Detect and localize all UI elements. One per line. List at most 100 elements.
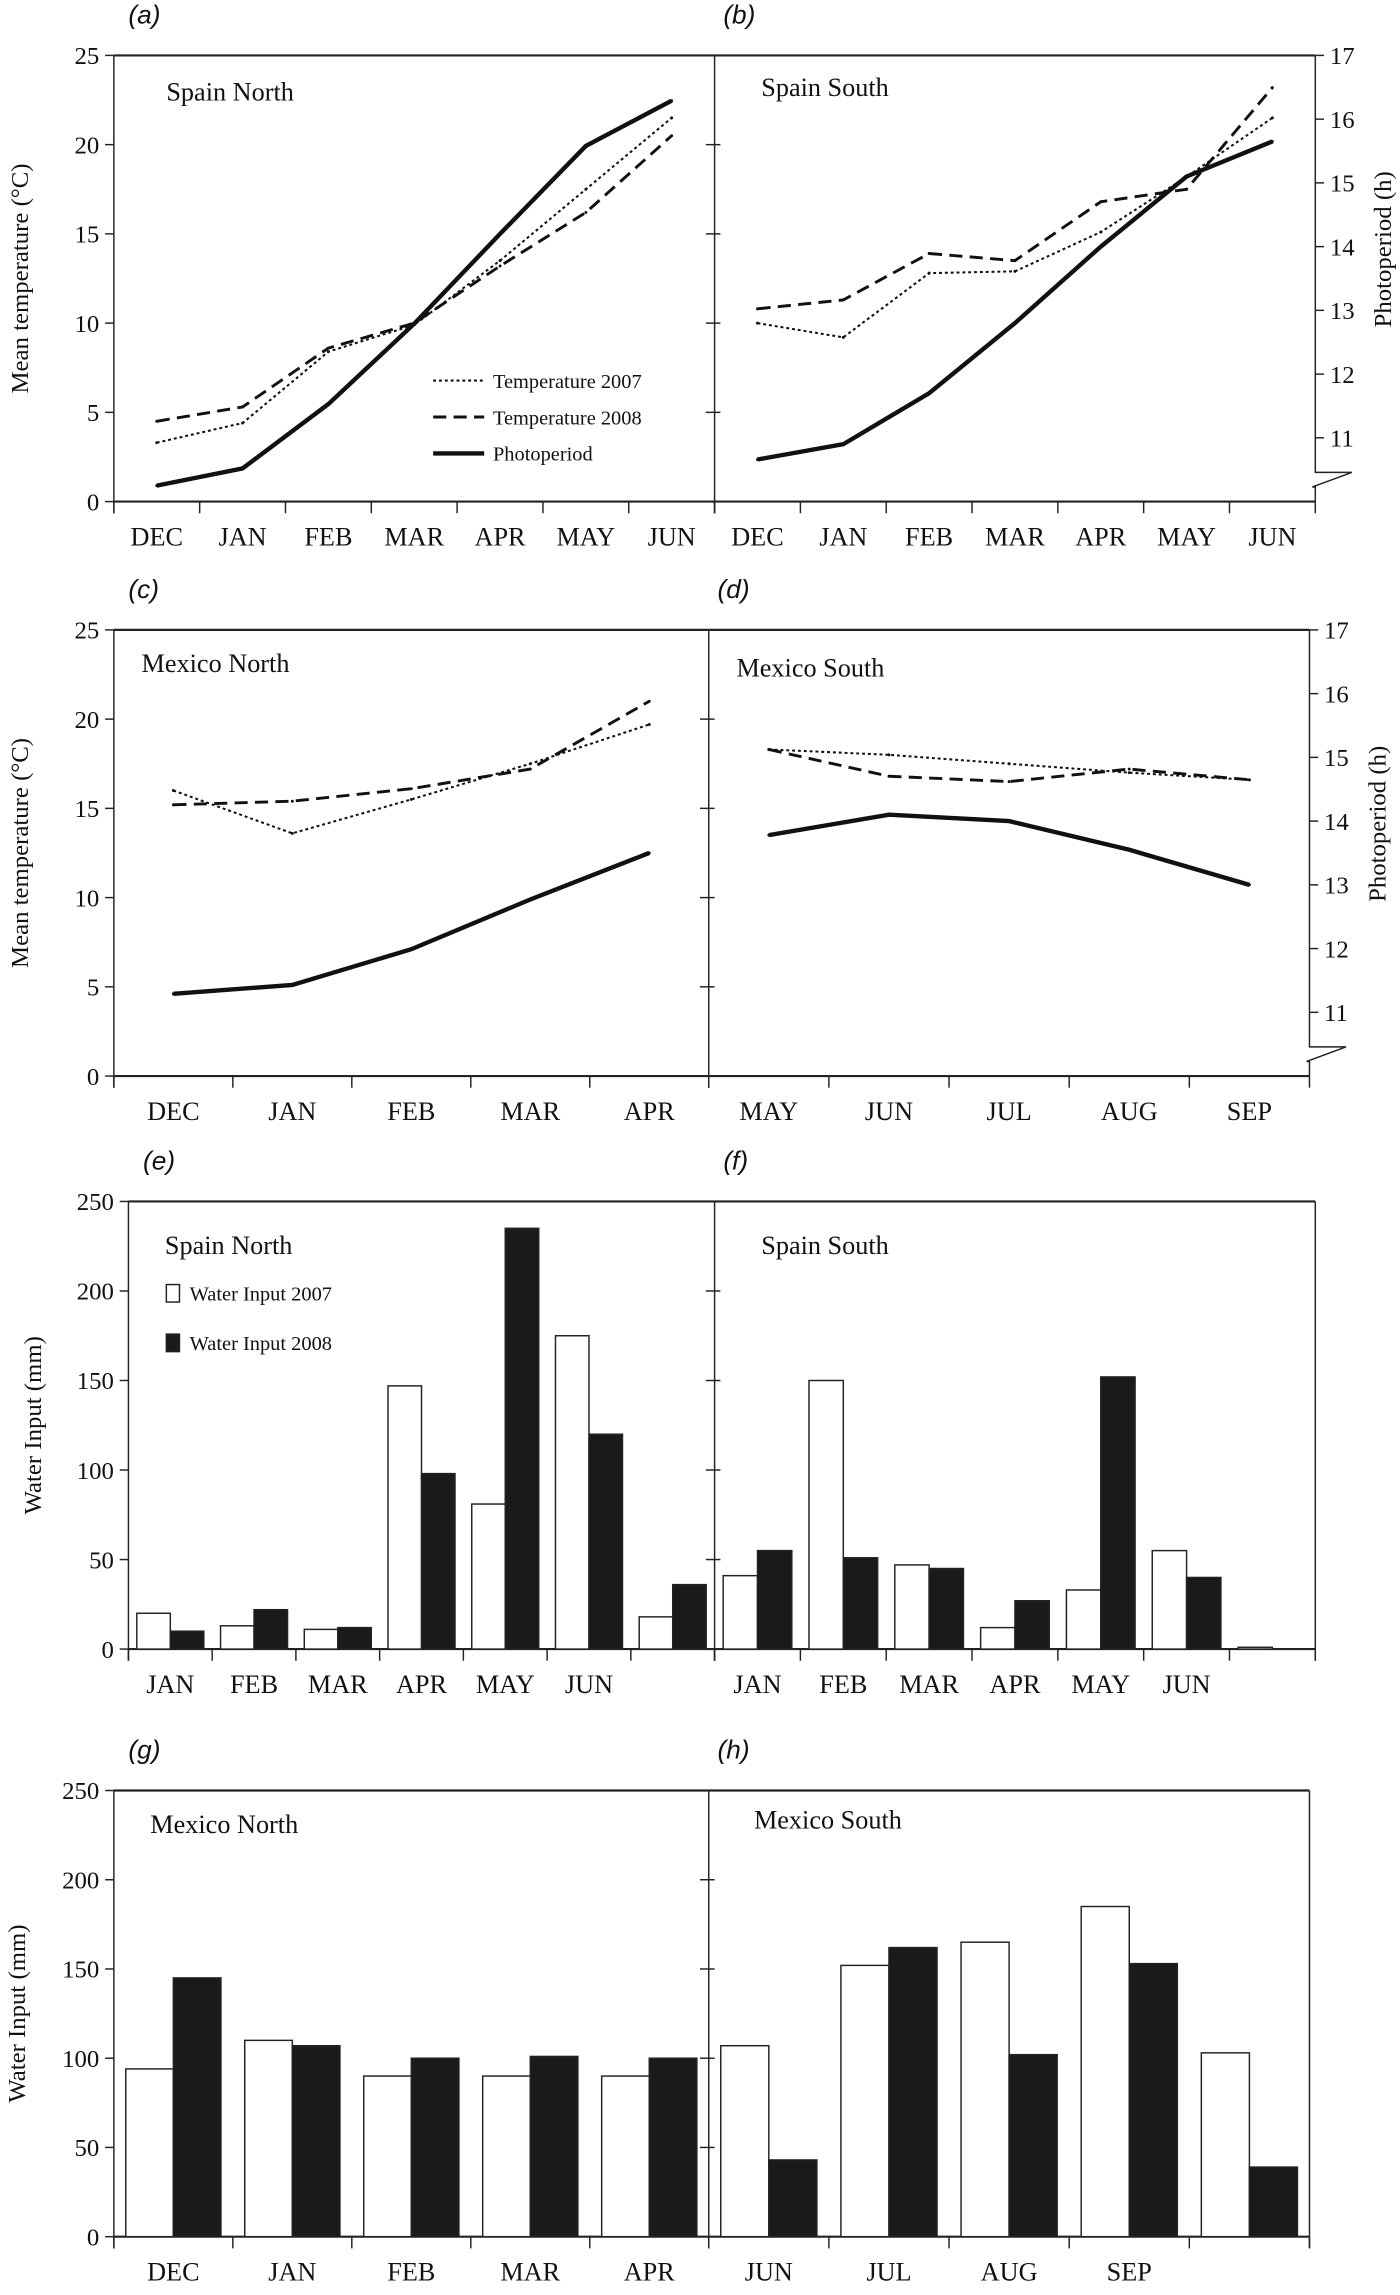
data-point [1099, 245, 1103, 249]
data-point [1013, 269, 1017, 273]
bar-water-input-2007 [960, 1941, 1010, 2238]
bar-water-input-2007 [600, 2075, 650, 2238]
data-point [155, 419, 159, 423]
data-point [1013, 259, 1017, 263]
y-tick-label: 0 [87, 2224, 99, 2251]
data-point [409, 947, 413, 951]
panel-label: (b) [723, 0, 755, 29]
x-tick-label: FEB [819, 1670, 867, 1699]
data-point [647, 723, 651, 726]
axis-break-icon [1306, 1035, 1347, 1077]
panel-title: Mexico South [754, 1805, 902, 1834]
panel-title: Mexico South [736, 654, 884, 683]
legend-swatch [165, 1333, 181, 1353]
data-point [584, 211, 588, 214]
data-point [584, 144, 588, 148]
bar-water-input-2007 [1080, 1905, 1130, 2238]
data-point [767, 833, 771, 837]
series-line-temperature-2007 [172, 723, 650, 835]
bar-water-input-2008 [1100, 1376, 1136, 1650]
bar-water-input-2007 [979, 1626, 1016, 1650]
y-tick-label: 15 [75, 222, 100, 249]
y-tick-label: 15 [75, 796, 100, 823]
y-tick-label: 5 [87, 400, 99, 427]
y-tick-label: 150 [77, 1368, 114, 1395]
y2-tick-label: 17 [1324, 618, 1349, 645]
data-point [887, 753, 891, 757]
y2-tick-label: 14 [1324, 809, 1349, 836]
x-tick-label: JUN [745, 2257, 793, 2286]
data-point [326, 402, 330, 406]
data-point [1099, 230, 1103, 234]
x-tick-label: JUL [987, 1097, 1032, 1126]
y-tick-label: 25 [75, 43, 100, 70]
data-point [1127, 767, 1131, 771]
x-tick-label: APR [1075, 522, 1127, 551]
data-point [887, 774, 891, 778]
y-tick-label: 5 [87, 975, 99, 1002]
bar-water-input-2007 [244, 2039, 294, 2238]
data-point [670, 116, 674, 120]
bar-water-input-2007 [362, 2075, 413, 2238]
bar-water-input-2007 [481, 2075, 532, 2238]
bar-water-input-2008 [410, 2057, 460, 2238]
data-point [241, 421, 245, 425]
series-line-temperature-2007 [156, 117, 673, 444]
data-point [927, 252, 931, 255]
panel-title: Spain North [166, 78, 294, 107]
x-tick-label: JAN [219, 522, 267, 551]
y-tick-label: 100 [77, 1458, 114, 1485]
y2-tick-label: 16 [1330, 107, 1355, 134]
data-point [1007, 762, 1011, 766]
x-tick-label: JUL [866, 2257, 911, 2286]
x-tick-label: MAY [739, 1097, 798, 1126]
data-point [756, 458, 759, 461]
bar-water-input-2008 [420, 1472, 456, 1650]
data-point [584, 187, 588, 191]
data-point [241, 466, 245, 470]
x-tick-label: APR [624, 1097, 676, 1126]
panel-title: Spain South [761, 73, 889, 102]
data-point [1270, 86, 1274, 89]
x-tick-label: MAR [500, 1097, 560, 1126]
y-tick-label: 10 [75, 311, 100, 338]
bar-water-input-2008 [842, 1557, 879, 1650]
data-point [1247, 883, 1251, 887]
y2-tick-label: 11 [1330, 426, 1354, 453]
x-tick-label: JUN [565, 1670, 613, 1699]
x-tick-label: APR [624, 2257, 676, 2286]
data-point [670, 99, 674, 103]
x-tick-label: JUN [648, 522, 696, 551]
data-point [1007, 819, 1011, 823]
bar-water-input-2007 [638, 1616, 674, 1650]
bar-water-input-2007 [303, 1628, 339, 1650]
series-line-photoperiod [768, 812, 1251, 887]
x-tick-label: APR [475, 522, 527, 551]
data-point [326, 350, 330, 354]
data-point [326, 346, 330, 350]
data-point [290, 799, 294, 803]
data-point [498, 264, 502, 268]
data-point [841, 442, 845, 446]
x-tick-label: MAR [384, 522, 444, 551]
x-tick-label: DEC [147, 1097, 199, 1126]
y2-axis-label: Photoperiod (h) [1370, 171, 1397, 327]
y-tick-label: 200 [62, 1867, 99, 1894]
y2-tick-label: 13 [1330, 298, 1355, 325]
data-point [155, 441, 159, 445]
bar-water-input-2007 [136, 1612, 172, 1650]
bar-water-input-2008 [169, 1630, 205, 1650]
data-point [1127, 771, 1131, 775]
bar-water-input-2008 [529, 2055, 579, 2238]
bar-water-input-2008 [928, 1567, 965, 1650]
x-tick-label: MAR [899, 1670, 959, 1699]
data-point [1270, 116, 1274, 120]
bar-water-input-2008 [1248, 2166, 1299, 2238]
y-tick-label: 100 [62, 2046, 99, 2073]
bar-water-input-2007 [1200, 2052, 1251, 2238]
x-tick-label: APR [989, 1670, 1041, 1699]
series-line-temperature-2007 [757, 117, 1273, 339]
data-point [1099, 200, 1103, 204]
legend-swatch [165, 1283, 181, 1303]
bar-water-input-2007 [387, 1385, 423, 1650]
